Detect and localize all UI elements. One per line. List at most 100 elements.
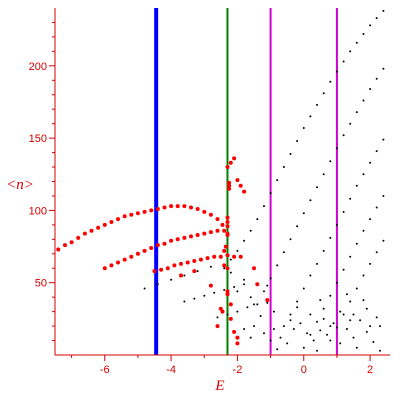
data-point xyxy=(299,322,302,325)
data-point xyxy=(227,180,232,185)
data-point xyxy=(329,325,332,328)
data-point xyxy=(235,178,240,183)
data-point xyxy=(226,313,229,316)
data-point xyxy=(252,266,256,271)
data-point xyxy=(143,287,146,290)
data-point xyxy=(223,267,226,270)
y-tick-label: 150 xyxy=(29,133,47,145)
data-point xyxy=(369,218,372,221)
data-point xyxy=(335,281,338,284)
data-point xyxy=(175,237,180,242)
data-points xyxy=(56,9,385,352)
data-point xyxy=(292,328,295,330)
data-point xyxy=(155,207,160,211)
data-point xyxy=(96,225,101,230)
data-point xyxy=(209,265,212,268)
data-point xyxy=(165,266,170,271)
data-point xyxy=(289,238,292,241)
data-point xyxy=(355,287,358,290)
data-point xyxy=(236,249,239,252)
data-point xyxy=(232,156,237,161)
data-point xyxy=(322,249,325,252)
y-axis-label: <n> xyxy=(6,177,34,193)
data-point xyxy=(316,349,318,352)
data-point xyxy=(232,329,237,334)
data-point xyxy=(329,236,332,239)
data-point xyxy=(192,269,197,274)
data-point xyxy=(192,259,197,263)
data-point xyxy=(382,239,385,242)
data-point xyxy=(345,328,348,330)
data-point xyxy=(202,231,207,236)
data-point xyxy=(189,234,193,239)
data-point xyxy=(266,301,269,304)
data-point xyxy=(222,248,227,253)
y-tick-label: 100 xyxy=(29,205,47,217)
data-point xyxy=(228,302,233,307)
data-point xyxy=(196,270,199,273)
data-point xyxy=(309,274,312,277)
data-point xyxy=(227,183,232,188)
data-point xyxy=(225,215,230,220)
data-point xyxy=(302,346,305,349)
data-point xyxy=(375,251,378,254)
data-point xyxy=(175,204,180,209)
data-point xyxy=(215,324,220,329)
data-point xyxy=(256,303,259,306)
data-point xyxy=(332,322,335,325)
data-point xyxy=(289,153,292,155)
data-point xyxy=(339,342,342,345)
data-point xyxy=(296,300,299,303)
data-point xyxy=(355,41,358,44)
y-tick-label: 200 xyxy=(29,61,47,73)
data-point xyxy=(169,238,174,243)
data-point xyxy=(195,207,200,211)
data-point xyxy=(349,50,352,53)
data-point xyxy=(225,233,230,237)
data-point xyxy=(179,261,183,266)
data-point xyxy=(215,228,220,233)
x-tick-label: 2 xyxy=(367,364,373,376)
data-point xyxy=(116,217,120,222)
data-point xyxy=(302,287,305,290)
data-point xyxy=(249,229,252,232)
data-point xyxy=(183,300,186,303)
data-point xyxy=(155,243,160,248)
data-point xyxy=(109,263,114,268)
data-point xyxy=(116,260,120,265)
data-point xyxy=(312,339,315,342)
data-point xyxy=(365,307,368,310)
data-point xyxy=(102,222,107,227)
data-point xyxy=(229,258,232,261)
data-point xyxy=(329,294,332,297)
data-point xyxy=(362,274,365,277)
ticks: -6 -4 -2 0 2 50 100 150 200 xyxy=(29,21,373,376)
data-point xyxy=(362,99,365,102)
data-point xyxy=(375,77,378,80)
data-point xyxy=(218,254,223,259)
data-point xyxy=(189,205,193,210)
data-point xyxy=(223,244,228,249)
data-point xyxy=(335,147,338,150)
data-point xyxy=(233,286,236,288)
data-point xyxy=(296,306,299,309)
data-point xyxy=(316,103,318,106)
data-point xyxy=(369,88,372,90)
data-point xyxy=(355,111,358,114)
data-point xyxy=(205,256,210,261)
data-point xyxy=(129,212,134,217)
data-point xyxy=(183,274,186,277)
x-axis-label: E xyxy=(214,378,224,394)
data-point xyxy=(225,292,230,297)
data-point xyxy=(269,192,272,195)
data-point xyxy=(289,319,292,322)
data-point xyxy=(56,247,61,252)
data-point xyxy=(203,294,206,297)
data-point xyxy=(156,283,159,286)
data-point xyxy=(322,307,325,310)
data-point xyxy=(272,310,275,313)
data-point xyxy=(135,251,140,256)
data-point xyxy=(162,205,167,210)
data-point xyxy=(302,212,305,215)
data-point xyxy=(243,283,246,286)
